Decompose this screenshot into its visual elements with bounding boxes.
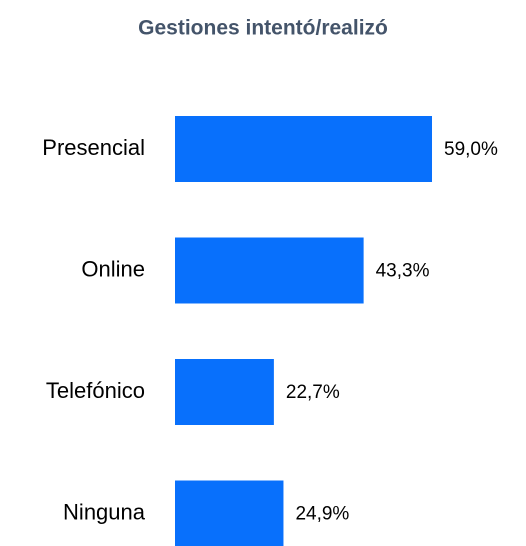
- category-label: Ninguna: [63, 499, 146, 524]
- chart-title: Gestiones intentó/realizó: [138, 17, 388, 40]
- value-label: 43,3%: [376, 261, 430, 282]
- category-label: Telefónico: [46, 378, 145, 403]
- value-label: 22,7%: [286, 382, 340, 403]
- category-label: Online: [81, 256, 145, 281]
- bar: [175, 116, 433, 182]
- bar: [175, 359, 274, 425]
- bar: [175, 237, 364, 304]
- bar: [175, 480, 284, 546]
- category-label: Presencial: [42, 135, 145, 160]
- value-label: 59,0%: [444, 139, 498, 160]
- value-label: 24,9%: [295, 504, 349, 525]
